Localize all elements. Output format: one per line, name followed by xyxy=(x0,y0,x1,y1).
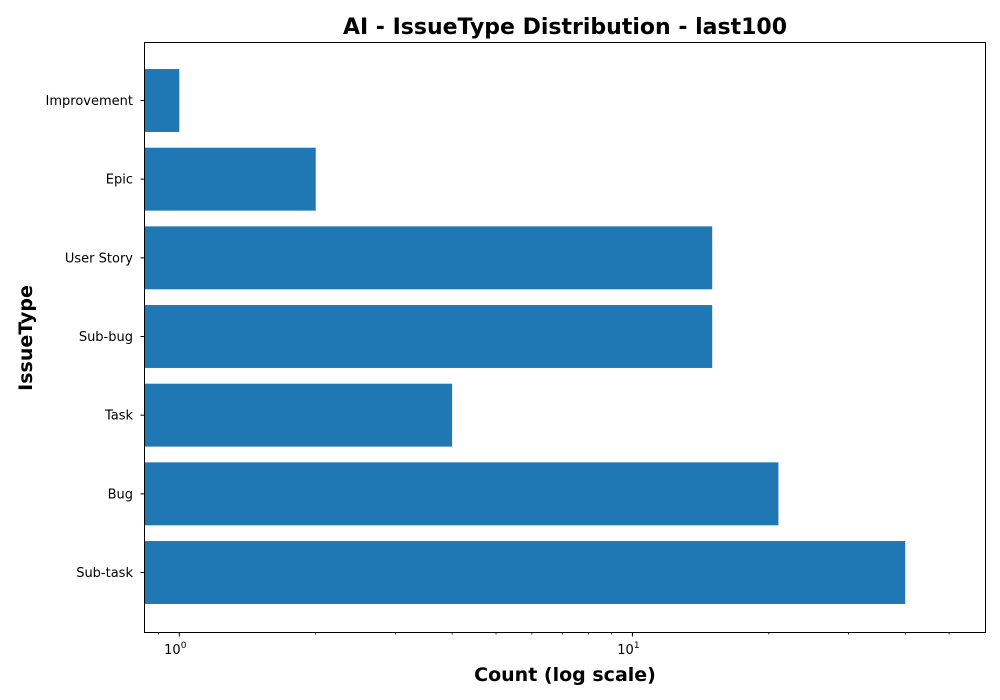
bar-sub-task xyxy=(145,541,906,604)
x-tick-label: 100 xyxy=(164,641,187,658)
y-tick-label: Bug xyxy=(108,487,133,502)
x-tick-label: 101 xyxy=(617,641,639,658)
bar-user-story xyxy=(145,226,713,290)
bars-group xyxy=(145,69,906,604)
y-tick-label: Improvement xyxy=(46,94,133,109)
bar-task xyxy=(145,383,453,447)
y-tick-label: User Story xyxy=(65,251,133,266)
plot-frame xyxy=(144,42,986,633)
bar-bug xyxy=(145,462,779,526)
y-tick-label: Task xyxy=(104,409,134,424)
x-axis-label: Count (log scale) xyxy=(474,664,656,686)
x-axis-ticks: 100 101 xyxy=(158,632,950,658)
y-tick-label: Epic xyxy=(106,173,133,188)
y-axis-label: IssueType xyxy=(15,285,37,391)
y-axis-ticks: Sub-task Bug Task Sub-bug User Story Epic Impr… xyxy=(46,94,145,581)
bar-sub-bug xyxy=(145,305,713,368)
y-tick-label: Sub-task xyxy=(76,566,133,581)
bar-improvement xyxy=(145,69,180,132)
chart-title: AI - IssueType Distribution - last100 xyxy=(343,15,787,40)
y-tick-label: Sub-bug xyxy=(79,330,133,345)
bar-epic xyxy=(145,147,316,211)
